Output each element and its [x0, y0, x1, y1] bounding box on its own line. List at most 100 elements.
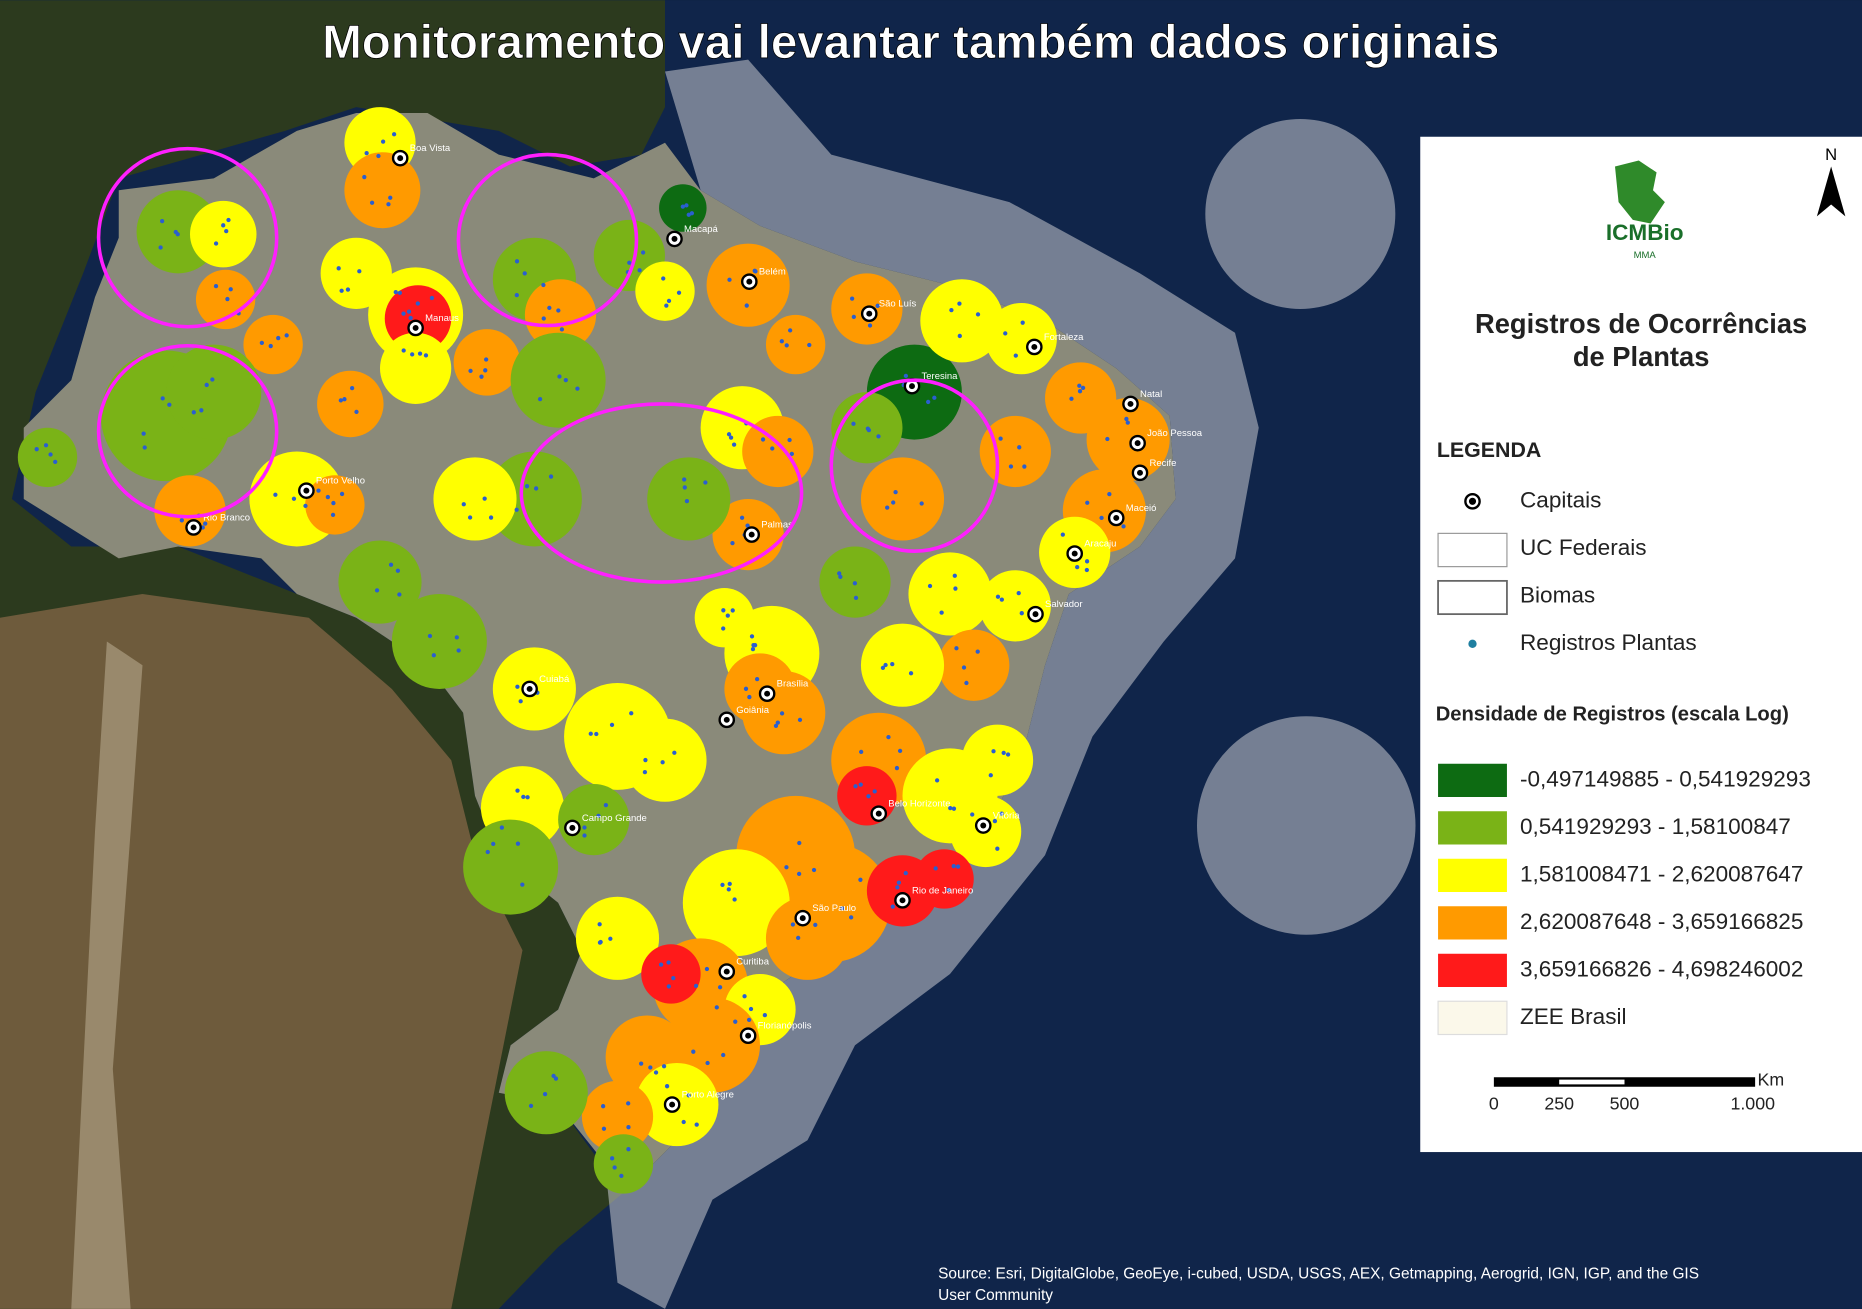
capital-marker — [866, 311, 872, 317]
plant-record — [876, 434, 880, 438]
plant-record — [500, 825, 504, 829]
plant-record — [547, 306, 551, 310]
plant-record — [881, 666, 885, 670]
plant-record — [357, 269, 361, 273]
capital-marker — [669, 1102, 675, 1108]
plant-record — [53, 460, 57, 464]
source: Source: Esri, DigitalGlobe, GeoEye, i-cu… — [938, 1265, 1699, 1282]
plant-record — [457, 648, 461, 652]
capital-label: Goiânia — [736, 705, 769, 716]
plant-record — [996, 595, 1000, 599]
plant-record — [226, 218, 230, 222]
plant-record — [376, 154, 380, 158]
capital-marker — [1137, 470, 1143, 476]
capital-label: Recife — [1150, 458, 1177, 469]
plant-record — [853, 581, 857, 585]
capital-marker — [303, 488, 309, 494]
plant-record — [285, 333, 289, 337]
plant-record — [432, 653, 436, 657]
plant-record — [648, 1065, 652, 1069]
plant-record — [529, 1104, 533, 1108]
plant-record — [1020, 611, 1024, 615]
plant-record — [362, 175, 366, 179]
density-blob — [463, 820, 558, 915]
capital-label: Porto Alegre — [682, 1090, 734, 1101]
plant-record — [776, 721, 780, 725]
plant-record — [1061, 533, 1065, 537]
plant-record — [742, 994, 746, 998]
plant-record — [885, 505, 889, 509]
plant-record — [1006, 752, 1010, 756]
plant-record — [732, 442, 736, 446]
plant-record — [890, 662, 894, 666]
plant-record — [1002, 751, 1006, 755]
density-blob — [647, 457, 730, 540]
biome-symbol — [1438, 581, 1507, 614]
plant-record — [350, 386, 354, 390]
density-blob — [594, 1134, 653, 1193]
plant-record — [654, 1070, 658, 1074]
capital-marker — [413, 325, 419, 331]
capital-marker — [900, 897, 906, 903]
plant-record — [1105, 437, 1109, 441]
plant-record — [1121, 524, 1125, 528]
plant-record — [751, 647, 755, 651]
plant-record — [873, 789, 877, 793]
capital-marker — [191, 524, 197, 530]
plant-record — [1009, 464, 1013, 468]
plant-record — [1124, 417, 1128, 421]
plant-record — [721, 608, 725, 612]
plant-record — [44, 443, 48, 447]
plant-record — [418, 351, 422, 355]
plant-record — [641, 250, 645, 254]
plant-record — [424, 353, 428, 357]
plant-record — [705, 1061, 709, 1065]
plant-record — [958, 334, 962, 338]
density-swatch — [1438, 764, 1507, 797]
plant-record — [854, 596, 858, 600]
capital-label: Vitória — [993, 811, 1020, 822]
plant-record — [1017, 445, 1021, 449]
plant-record — [160, 219, 164, 223]
uc-symbol — [1438, 533, 1507, 566]
density-swatch — [1438, 906, 1507, 939]
plant-record — [339, 289, 343, 293]
plant-record — [394, 290, 398, 294]
legend-item: 0,541929293 - 1,58100847 — [1520, 814, 1791, 839]
plant-record — [660, 760, 664, 764]
plant-record — [720, 883, 724, 887]
plant-record — [375, 588, 379, 592]
plant-record — [205, 383, 209, 387]
plant-record — [608, 937, 612, 941]
plant-record — [180, 518, 184, 522]
plant-record — [626, 1147, 630, 1151]
plant-record — [1107, 492, 1111, 496]
plant-record — [557, 374, 561, 378]
plant-record — [543, 1092, 547, 1096]
plant-record — [381, 139, 385, 143]
plant-record — [515, 789, 519, 793]
plant-record — [682, 1120, 686, 1124]
capital-marker — [724, 969, 730, 975]
source: User Community — [938, 1287, 1053, 1304]
plant-record — [525, 484, 529, 488]
plant-record — [560, 327, 564, 331]
capital-marker — [1072, 551, 1078, 557]
plant-record — [610, 1156, 614, 1160]
capital-label: Campo Grande — [582, 813, 647, 824]
plant-record — [370, 201, 374, 205]
plant-record — [868, 323, 872, 327]
plant-record — [192, 410, 196, 414]
plant-record — [1085, 568, 1089, 572]
plant-record — [751, 643, 755, 647]
capital-marker — [800, 915, 806, 921]
plant-record — [666, 960, 670, 964]
capital-marker — [1033, 611, 1039, 617]
scale-segment — [1559, 1080, 1624, 1085]
capital-marker — [1135, 440, 1141, 446]
capital-marker — [746, 279, 752, 285]
plant-record — [755, 677, 759, 681]
page: {"title": "Monitoramento vai levantar ta… — [0, 0, 1862, 1309]
plant-record — [740, 516, 744, 520]
legend: ICMBio MMA N Registros de Ocorrências de… — [1420, 137, 1862, 1152]
